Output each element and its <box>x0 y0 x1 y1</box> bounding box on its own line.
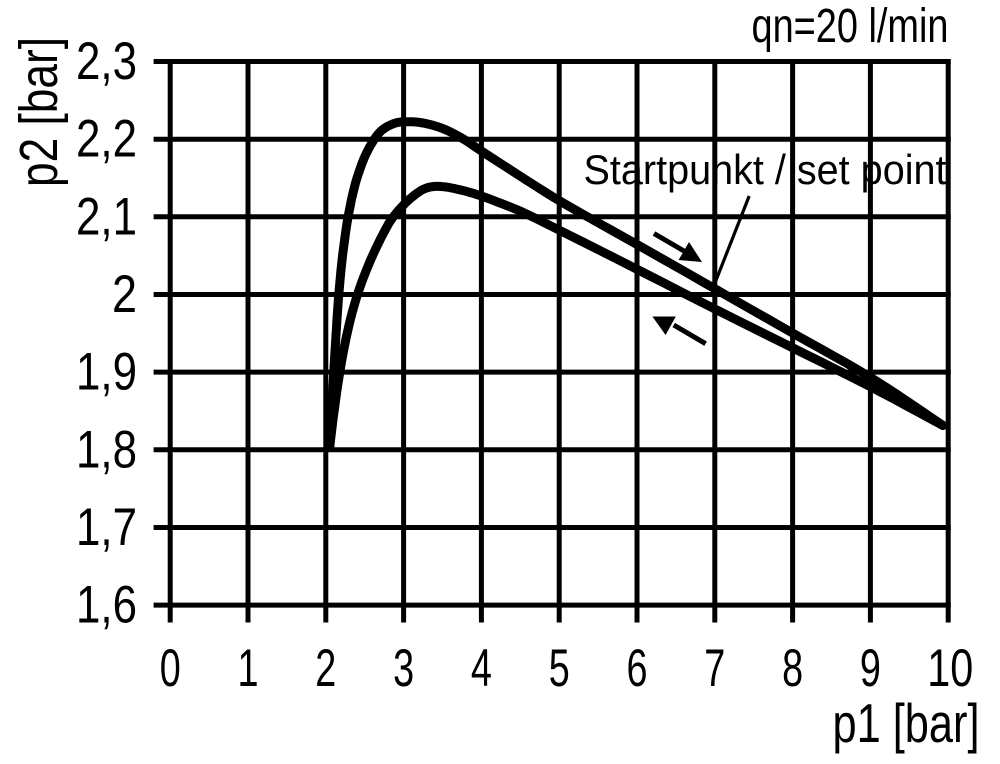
svg-text:Startpunkt / set point: Startpunkt / set point <box>584 146 947 193</box>
svg-text:0: 0 <box>160 639 181 698</box>
svg-text:2: 2 <box>112 265 137 324</box>
svg-text:p2 [bar]: p2 [bar] <box>9 37 69 187</box>
svg-text:2,3: 2,3 <box>76 32 137 91</box>
svg-text:7: 7 <box>704 639 725 698</box>
svg-text:8: 8 <box>782 639 803 698</box>
svg-text:1,6: 1,6 <box>76 576 137 635</box>
svg-text:2: 2 <box>315 639 336 698</box>
svg-text:4: 4 <box>471 639 492 698</box>
svg-text:qn=20 l/min: qn=20 l/min <box>752 0 949 53</box>
svg-text:5: 5 <box>549 639 570 698</box>
svg-text:9: 9 <box>860 639 881 698</box>
svg-text:2,2: 2,2 <box>76 110 137 169</box>
svg-text:1: 1 <box>238 639 259 698</box>
svg-text:1,7: 1,7 <box>76 498 137 557</box>
svg-text:3: 3 <box>393 639 414 698</box>
svg-text:p1 [bar]: p1 [bar] <box>833 692 980 754</box>
svg-text:6: 6 <box>627 639 648 698</box>
svg-text:10: 10 <box>927 639 973 698</box>
svg-text:1,8: 1,8 <box>76 420 137 479</box>
svg-text:2,1: 2,1 <box>76 187 137 246</box>
svg-text:1,9: 1,9 <box>76 343 137 402</box>
